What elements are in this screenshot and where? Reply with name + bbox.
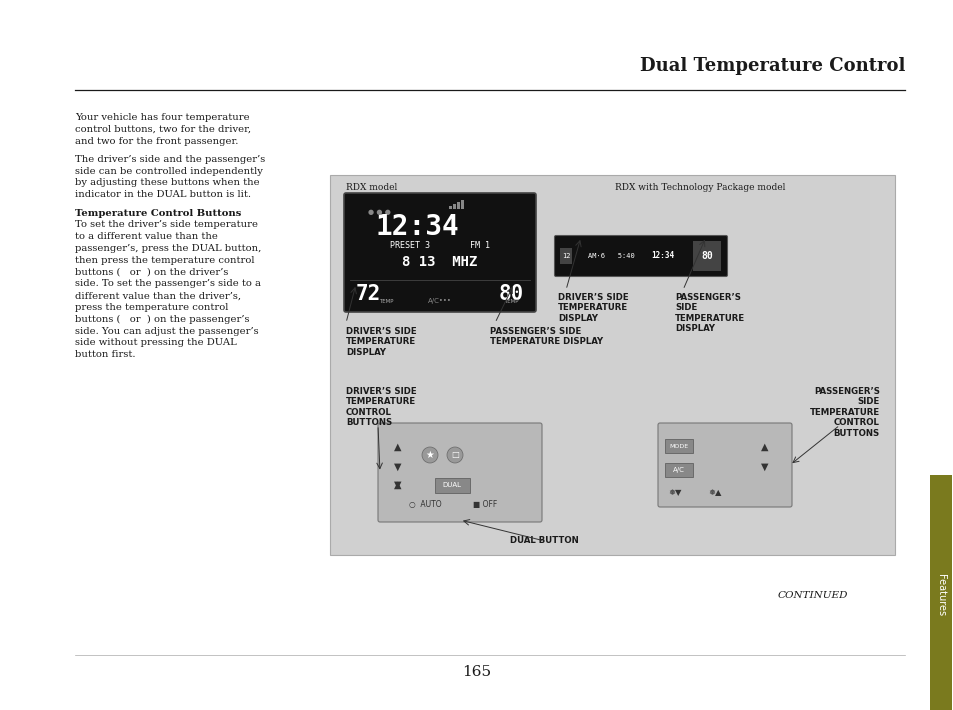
Text: buttons (   or  ) on the driver’s: buttons ( or ) on the driver’s <box>75 268 228 277</box>
Text: by adjusting these buttons when the: by adjusting these buttons when the <box>75 178 259 187</box>
Text: press the temperature control: press the temperature control <box>75 303 228 312</box>
Text: ▼: ▼ <box>394 462 401 472</box>
Text: 165: 165 <box>462 665 491 679</box>
Bar <box>449 206 452 209</box>
Text: 8 13  MHZ: 8 13 MHZ <box>402 255 477 269</box>
Text: A/C: A/C <box>673 467 684 473</box>
Text: DRIVER’S SIDE
TEMPERATURE
DISPLAY: DRIVER’S SIDE TEMPERATURE DISPLAY <box>558 293 628 323</box>
Text: passenger’s, press the DUAL button,: passenger’s, press the DUAL button, <box>75 244 261 253</box>
Text: ❅▲: ❅▲ <box>707 488 721 498</box>
Text: MODE: MODE <box>669 444 688 449</box>
Text: DRIVER’S SIDE
TEMPERATURE
DISPLAY: DRIVER’S SIDE TEMPERATURE DISPLAY <box>346 327 416 357</box>
Bar <box>559 248 572 263</box>
Text: ▲: ▲ <box>760 442 768 452</box>
Text: TEMP: TEMP <box>378 299 393 304</box>
Text: DRIVER’S SIDE
TEMPERATURE
CONTROL
BUTTONS: DRIVER’S SIDE TEMPERATURE CONTROL BUTTON… <box>346 387 416 427</box>
Bar <box>456 202 459 209</box>
Text: Your vehicle has four temperature: Your vehicle has four temperature <box>75 113 250 122</box>
Text: TEMP: TEMP <box>503 299 518 304</box>
Text: side. You can adjust the passenger’s: side. You can adjust the passenger’s <box>75 327 258 336</box>
Text: to a different value than the: to a different value than the <box>75 232 217 241</box>
Text: DUAL BUTTON: DUAL BUTTON <box>510 536 578 545</box>
Text: side. To set the passenger’s side to a: side. To set the passenger’s side to a <box>75 279 261 288</box>
Bar <box>453 204 456 209</box>
Text: and two for the front passenger.: and two for the front passenger. <box>75 136 238 146</box>
Text: 12:34: 12:34 <box>375 213 458 241</box>
Text: The driver’s side and the passenger’s: The driver’s side and the passenger’s <box>75 155 265 164</box>
Text: 12: 12 <box>561 253 570 259</box>
Text: RDX model: RDX model <box>346 183 396 192</box>
Text: control buttons, two for the driver,: control buttons, two for the driver, <box>75 125 251 133</box>
Text: AM·6   5:40: AM·6 5:40 <box>587 253 634 259</box>
Text: ■ OFF: ■ OFF <box>473 501 497 510</box>
Text: PASSENGER’S
SIDE
TEMPERATURE
DISPLAY: PASSENGER’S SIDE TEMPERATURE DISPLAY <box>675 293 744 333</box>
Text: ○  AUTO: ○ AUTO <box>408 501 441 510</box>
Circle shape <box>421 447 437 463</box>
Circle shape <box>447 447 462 463</box>
Bar <box>664 439 692 453</box>
FancyBboxPatch shape <box>554 236 727 276</box>
Text: side can be controlled independently: side can be controlled independently <box>75 167 263 175</box>
Text: PRESET 3        FM 1: PRESET 3 FM 1 <box>390 241 490 250</box>
Text: 12:34: 12:34 <box>650 251 674 261</box>
FancyBboxPatch shape <box>344 193 536 312</box>
Bar <box>461 200 463 209</box>
Bar <box>929 475 951 710</box>
FancyBboxPatch shape <box>377 423 541 522</box>
Text: indicator in the DUAL button is lit.: indicator in the DUAL button is lit. <box>75 190 251 200</box>
Text: 80: 80 <box>498 284 523 304</box>
Text: PASSENGER’S SIDE
TEMPERATURE DISPLAY: PASSENGER’S SIDE TEMPERATURE DISPLAY <box>490 327 602 346</box>
Bar <box>664 463 692 477</box>
Text: ❅▼: ❅▼ <box>667 488 681 498</box>
Text: Features: Features <box>935 574 945 616</box>
Text: then press the temperature control: then press the temperature control <box>75 256 254 265</box>
Text: ▼: ▼ <box>760 462 768 472</box>
Text: A/C•••: A/C••• <box>428 298 452 304</box>
FancyBboxPatch shape <box>658 423 791 507</box>
Text: PASSENGER’S
SIDE
TEMPERATURE
CONTROL
BUTTONS: PASSENGER’S SIDE TEMPERATURE CONTROL BUT… <box>809 387 879 437</box>
Text: different value than the driver’s,: different value than the driver’s, <box>75 291 241 300</box>
Bar <box>435 478 470 493</box>
Text: 72: 72 <box>355 284 381 304</box>
Text: Temperature Control Buttons: Temperature Control Buttons <box>75 209 241 217</box>
Text: side without pressing the DUAL: side without pressing the DUAL <box>75 339 236 347</box>
Text: ● ● ●: ● ● ● <box>368 209 391 215</box>
Text: Dual Temperature Control: Dual Temperature Control <box>639 57 904 75</box>
Text: ▲: ▲ <box>394 480 401 490</box>
Text: 80: 80 <box>700 251 712 261</box>
Text: DUAL: DUAL <box>442 482 461 488</box>
Bar <box>692 241 720 271</box>
Text: ★: ★ <box>425 450 434 460</box>
Text: □: □ <box>451 451 458 459</box>
Text: CONTINUED: CONTINUED <box>777 591 847 600</box>
Text: button first.: button first. <box>75 350 135 359</box>
Bar <box>330 175 894 555</box>
Text: RDX with Technology Package model: RDX with Technology Package model <box>615 183 784 192</box>
Text: To set the driver’s side temperature: To set the driver’s side temperature <box>75 220 257 229</box>
Text: ▼: ▼ <box>394 480 401 490</box>
Text: ▲: ▲ <box>394 442 401 452</box>
Text: buttons (   or  ) on the passenger’s: buttons ( or ) on the passenger’s <box>75 315 250 324</box>
